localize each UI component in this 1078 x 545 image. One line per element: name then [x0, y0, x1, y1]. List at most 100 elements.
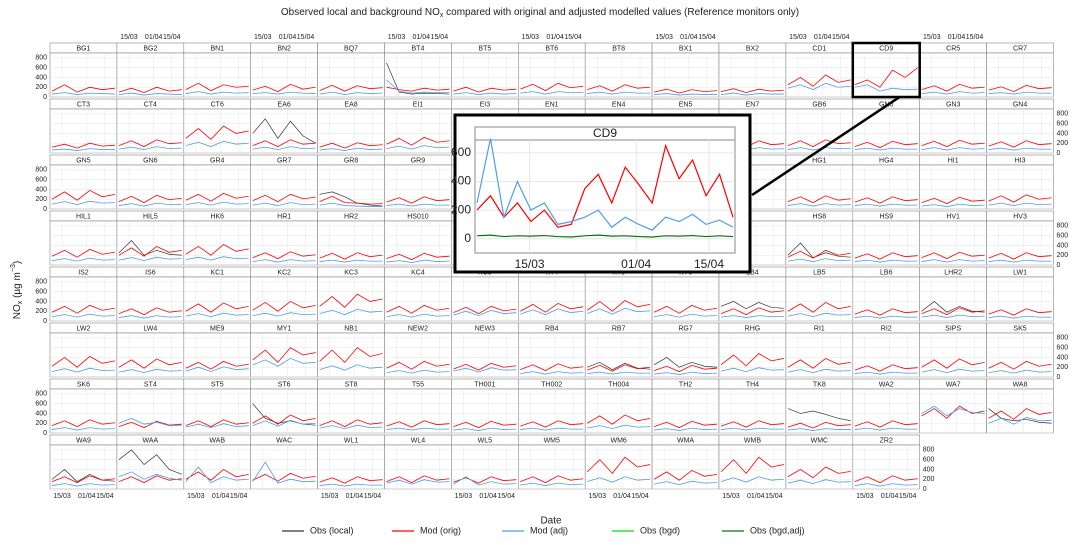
series-line: [252, 461, 316, 484]
series-line: [51, 468, 115, 483]
y-tick-label: 200: [1057, 140, 1069, 147]
series-line: [453, 309, 517, 317]
panel: [986, 388, 1054, 434]
panel: [785, 388, 854, 434]
series-line: [587, 424, 651, 430]
title-part: compared with original and adjusted mode…: [443, 7, 799, 18]
panel: [384, 164, 452, 210]
series-line: [185, 140, 249, 148]
panel: [986, 276, 1054, 322]
series-line: [185, 302, 249, 313]
series-line: [921, 259, 985, 263]
series-line: [988, 202, 1052, 206]
panel-label: IS2: [78, 269, 89, 276]
panel: [116, 444, 185, 490]
y-label-part: ): [12, 261, 23, 264]
series-line: [720, 92, 784, 96]
series-line: [654, 313, 718, 318]
y-tick-label: 0: [43, 318, 47, 325]
series-line: [854, 84, 918, 92]
panel: [183, 164, 252, 210]
series-line: [854, 475, 918, 484]
series-line: [252, 251, 316, 260]
series-line: [185, 423, 249, 429]
series-line: [51, 142, 115, 149]
panel-label: BT4: [412, 45, 425, 52]
series-line: [118, 240, 182, 256]
panel: [651, 276, 720, 322]
x-tick-label: 15/03: [522, 34, 540, 41]
y-tick-label: 400: [1057, 242, 1069, 249]
series-line: [854, 483, 918, 487]
panel-label: LB4: [746, 269, 759, 276]
panel: [116, 276, 185, 322]
panel: [317, 444, 385, 490]
series-line: [654, 480, 718, 486]
series-line: [252, 357, 316, 367]
x-tick-label: 15/04: [163, 34, 181, 41]
series-line: [720, 420, 784, 428]
series-line: [854, 147, 918, 151]
series-line: [453, 362, 517, 371]
y-tick-label: 600: [35, 177, 47, 184]
series-line: [520, 427, 584, 431]
series-line: [319, 308, 383, 316]
series-line: [520, 302, 584, 313]
panel: [116, 220, 185, 266]
panel-label: CD1: [812, 45, 826, 52]
y-tick-label: 0: [1057, 374, 1061, 381]
series-line: [520, 371, 584, 375]
panel: [49, 220, 118, 266]
series-line: [319, 147, 383, 151]
x-tick-label: 15/04: [230, 493, 248, 500]
series-line: [720, 353, 784, 367]
panel-label: WA2: [879, 381, 894, 388]
x-tick-label: 15/03: [321, 493, 339, 500]
panel: [384, 52, 452, 98]
y-tick-label: 400: [35, 410, 47, 417]
series-line: [653, 420, 718, 429]
series-line: [319, 364, 383, 371]
y-tick-label: 800: [35, 391, 47, 398]
panel-label: RI1: [814, 325, 825, 332]
panel: [49, 388, 118, 434]
panel-label: CR7: [1013, 45, 1027, 52]
panel-label: WM6: [610, 437, 626, 444]
series-line: [319, 142, 383, 149]
series-line: [185, 360, 249, 370]
panel-label: WL5: [478, 437, 493, 444]
series-line: [988, 140, 1052, 148]
series-line: [118, 315, 182, 319]
series-line: [386, 79, 450, 94]
panel-label: KC2: [277, 269, 291, 276]
series-line: [252, 202, 316, 206]
panel: [384, 388, 452, 434]
panel-label: WAA: [143, 437, 159, 444]
series-line: [653, 304, 718, 314]
panel: [785, 52, 854, 98]
series-line: [476, 138, 734, 231]
series-line: [854, 203, 918, 207]
series-line: [319, 252, 383, 260]
panel: [250, 220, 318, 266]
panel: [49, 164, 118, 210]
panel: [785, 164, 854, 210]
x-tick-label: 15/04: [364, 493, 382, 500]
panel: [116, 164, 185, 210]
panel: [49, 108, 118, 154]
series-line: [988, 194, 1052, 203]
series-line: [51, 148, 115, 151]
x-tick-label: 15/04: [431, 34, 449, 41]
panel: [317, 276, 385, 322]
panel-label: NEW2: [408, 325, 428, 332]
panel-label: WL4: [411, 437, 426, 444]
panel-label: KC1: [210, 269, 224, 276]
panel-label: TH002: [541, 381, 562, 388]
series-line: [319, 84, 383, 92]
series-line: [854, 315, 918, 319]
panel-label: EA8: [344, 101, 357, 108]
y-label-sub: x: [17, 300, 24, 304]
series-line: [51, 200, 115, 206]
series-line: [653, 364, 718, 373]
panel-label: ST5: [211, 381, 224, 388]
